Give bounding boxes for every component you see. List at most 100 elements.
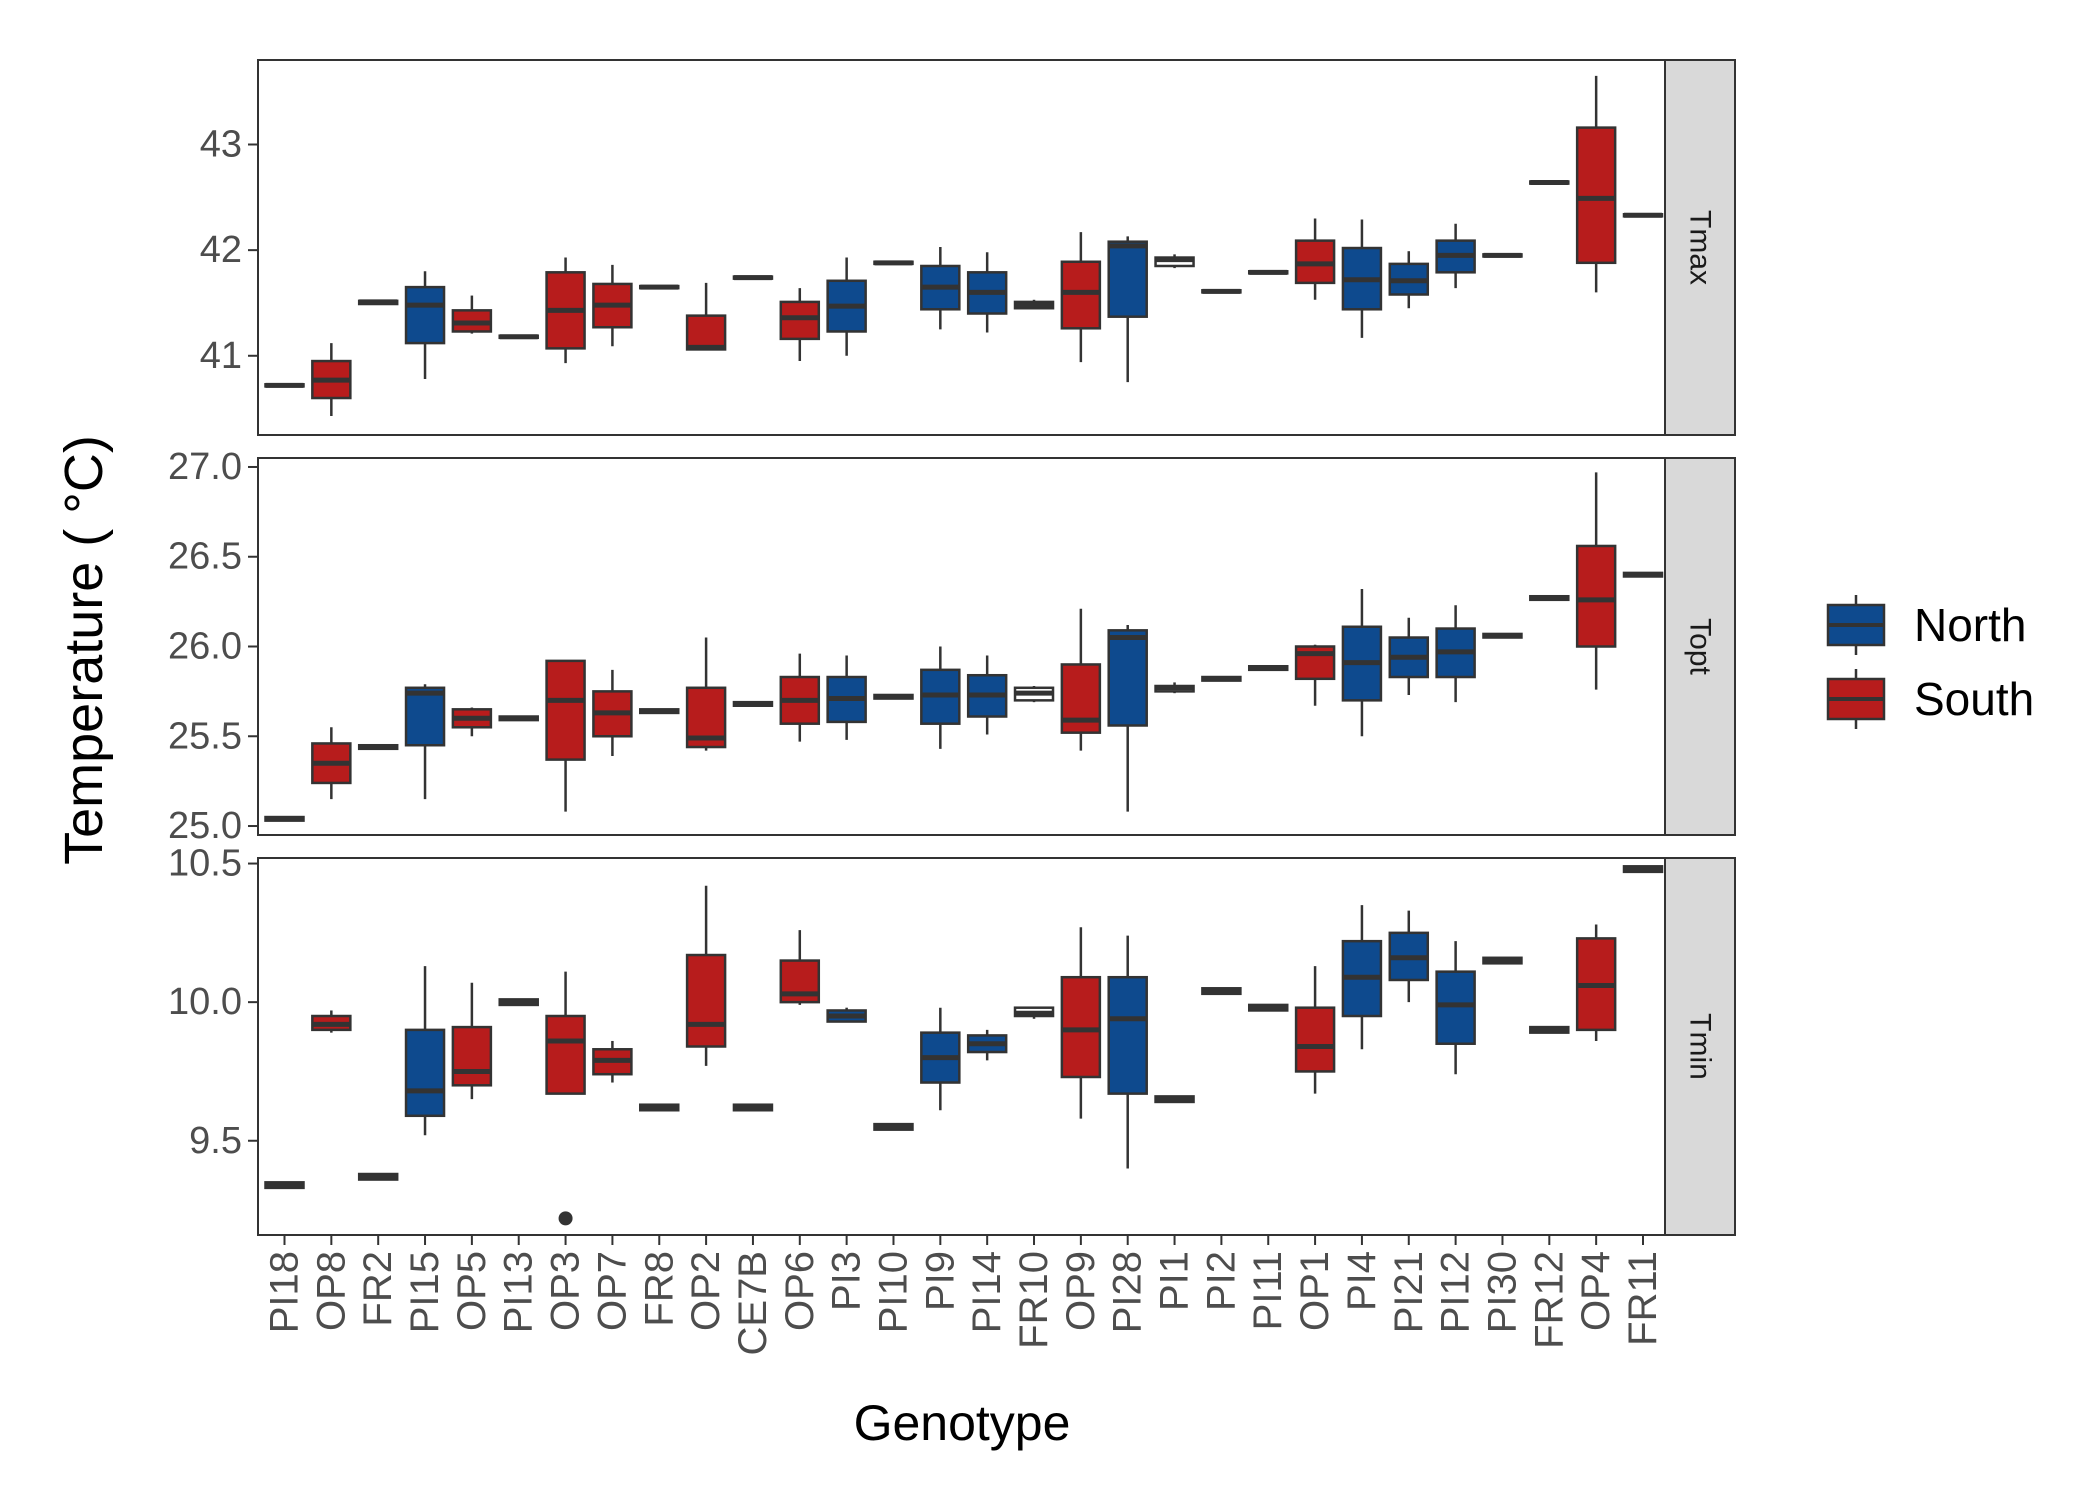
box-op6: [779, 653, 821, 742]
box-body: [545, 659, 586, 761]
box-pi9: [920, 246, 961, 330]
x-tick-label: FR11: [1621, 1251, 1665, 1346]
x-tick-label: FR12: [1527, 1251, 1571, 1349]
x-tick-label: PI13: [497, 1251, 541, 1333]
box-pi12: [1435, 605, 1476, 703]
box-body: [1575, 544, 1617, 648]
facet-panel-tmax: Tmax 41 42 43: [200, 59, 1736, 436]
box-op6: [779, 288, 821, 362]
x-tick-label: OP1: [1293, 1251, 1337, 1331]
box-op7: [592, 264, 633, 347]
box-fr11: [1622, 571, 1664, 578]
y-tick-label: 26.5: [168, 536, 242, 578]
y-tick-label: 10.0: [168, 981, 242, 1023]
box-pi14: [966, 1029, 1008, 1061]
box-fr2: [357, 299, 399, 306]
box-pi12: [1435, 223, 1476, 289]
y-tick-label: 10.5: [168, 843, 242, 885]
box-op3: [545, 257, 586, 364]
box-ce7b: [732, 1103, 774, 1112]
x-tick-label: PI28: [1106, 1251, 1150, 1333]
x-tick-label: OP7: [590, 1251, 634, 1331]
box-op7: [592, 669, 633, 757]
outlier-point: [558, 1211, 573, 1226]
y-tick-label: 27.0: [168, 446, 242, 488]
box-op1: [1294, 966, 1336, 1094]
box-body: [1294, 1006, 1336, 1073]
box-op9: [1060, 927, 1102, 1119]
box-op2: [685, 637, 727, 751]
box-op5: [451, 295, 493, 334]
box-pi4: [1341, 219, 1383, 338]
box-pi18: [264, 382, 305, 388]
box-op7: [592, 1040, 633, 1083]
y-tick-label: 9.5: [189, 1120, 242, 1162]
x-tick-label: OP5: [450, 1251, 494, 1331]
box-fr2: [357, 743, 399, 751]
box-pi1: [1154, 1095, 1195, 1104]
box-body: [1107, 240, 1148, 318]
box-fr12: [1529, 1025, 1570, 1034]
box-fr8: [639, 1103, 680, 1112]
box-pi10: [873, 693, 914, 700]
x-tick-label: FR8: [637, 1251, 681, 1327]
x-tick-label: OP4: [1574, 1251, 1618, 1331]
x-tick-label: CE7B: [731, 1251, 775, 1356]
facet-strip-label: Tmin: [1684, 1013, 1717, 1080]
x-tick-label: OP6: [778, 1251, 822, 1331]
box-op5: [451, 707, 493, 737]
box-op8: [311, 1010, 352, 1033]
box-pi3: [826, 257, 867, 356]
x-tick-label: PI12: [1434, 1251, 1478, 1333]
box-fr10: [1013, 1006, 1055, 1019]
box-pi13: [498, 715, 539, 722]
x-tick-label: OP3: [544, 1251, 588, 1331]
box-pi30: [1482, 956, 1523, 965]
box-body: [451, 1025, 493, 1087]
legend-item-south: South: [1826, 669, 2034, 729]
x-tick-label: PI3: [825, 1251, 869, 1311]
box-op2: [685, 282, 727, 351]
box-fr12: [1529, 594, 1570, 602]
box-fr11: [1622, 212, 1664, 218]
x-tick-label: OP2: [684, 1251, 728, 1331]
box-pi21: [1388, 251, 1430, 309]
box-fr12: [1529, 180, 1570, 186]
box-pi1: [1154, 682, 1195, 694]
box-pi9: [920, 646, 961, 749]
box-pi2: [1201, 288, 1242, 294]
box-pi28: [1107, 236, 1148, 383]
box-op4: [1575, 924, 1617, 1041]
box-pi28: [1107, 624, 1148, 812]
x-tick-label: PI15: [403, 1251, 447, 1333]
box-body: [404, 686, 446, 747]
legend-item-north: North: [1826, 595, 2026, 655]
x-tick-label: PI11: [1246, 1251, 1290, 1330]
box-pi3: [826, 655, 867, 740]
box-pi18: [264, 1181, 305, 1190]
box-pi13: [498, 334, 539, 340]
x-tick-label: PI18: [263, 1251, 307, 1333]
box-pi11: [1247, 269, 1289, 275]
box-body: [1060, 260, 1102, 330]
facet-panel-topt: Topt 25.0 25.5 26.0 26.5 27.0: [168, 446, 1736, 847]
box-fr11: [1622, 865, 1664, 874]
box-op4: [1575, 472, 1617, 690]
box-pi14: [966, 252, 1008, 333]
box-body: [685, 953, 727, 1048]
box-pi10: [873, 1122, 914, 1131]
box-pi9: [920, 1007, 961, 1111]
box-fr8: [639, 708, 680, 715]
box-body: [545, 1014, 586, 1095]
box-op3: [545, 659, 586, 812]
box-pi11: [1247, 664, 1289, 672]
box-body: [404, 1028, 446, 1118]
x-tick-label: FR10: [1012, 1251, 1056, 1349]
facet-strip: [1664, 857, 1736, 1236]
box-body: [404, 285, 446, 345]
box-body: [779, 300, 821, 341]
box-pi10: [873, 260, 914, 266]
x-axis-title: Genotype: [854, 1395, 1071, 1451]
x-tick-label: PI1: [1153, 1251, 1197, 1311]
